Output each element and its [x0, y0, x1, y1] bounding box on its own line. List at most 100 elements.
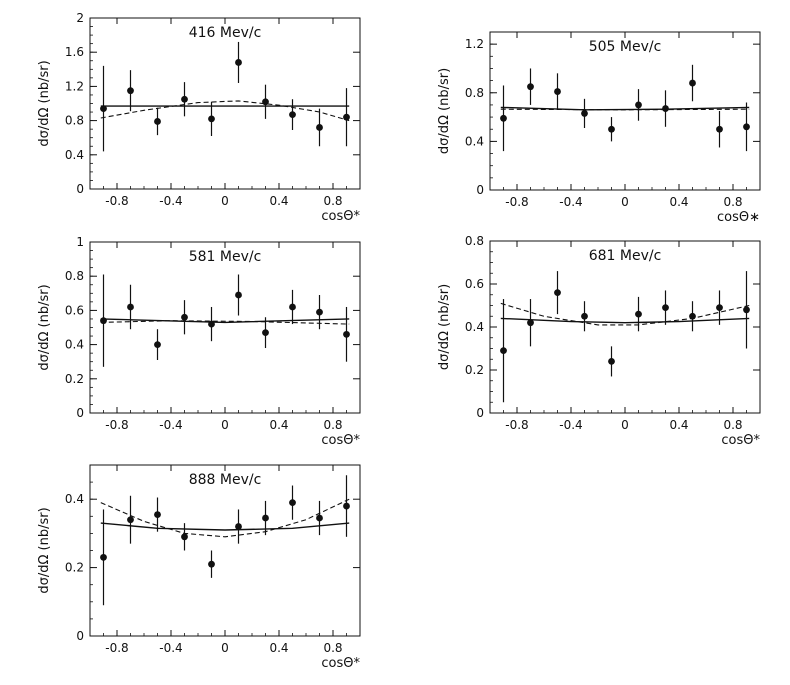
- x-tick-label: 0.4: [269, 641, 288, 655]
- data-point: [343, 113, 350, 121]
- data-point: [154, 118, 161, 125]
- data-point: [235, 291, 242, 299]
- x-tick-label: -0.4: [559, 195, 582, 209]
- y-tick-label: 0.4: [465, 320, 484, 334]
- x-tick-label: 0: [221, 641, 229, 655]
- panel-title: 505 Mev/c: [589, 39, 662, 55]
- y-tick-label: 1: [76, 235, 84, 249]
- data-point: [716, 125, 723, 133]
- x-tick-label: -0.8: [105, 641, 128, 655]
- y-tick-label: 0.8: [65, 269, 84, 283]
- x-tick-label: 0.4: [269, 418, 288, 432]
- y-axis-label: dσ/dΩ (nb/sr): [37, 60, 52, 146]
- x-tick-label: -0.8: [105, 194, 128, 208]
- y-tick-label: 0.6: [465, 277, 484, 291]
- x-axis-label: cosΘ∗: [717, 210, 760, 225]
- panel-4: -0.8 -0.4 0 0.4 0.8 0 0.2 0.4 0.6 0.8 681 Mev/c cos…: [437, 234, 761, 448]
- x-tick-label: 0: [221, 194, 229, 208]
- panel-3: -0.8 -0.4 0 0.4 0.8 0 0.2 0.4 0.6 0.8 1 581 Mev/c co…: [37, 235, 361, 448]
- data-point: [316, 308, 323, 316]
- y-tick-label: 0: [476, 183, 484, 197]
- data-point: [208, 560, 215, 568]
- data-point: [527, 319, 534, 327]
- data-point: [316, 514, 323, 522]
- x-tick-label: -0.8: [505, 418, 528, 432]
- y-tick-label: 0.6: [65, 303, 84, 317]
- y-tick-label: 0.2: [465, 363, 484, 377]
- data-point: [181, 95, 188, 103]
- x-tick-label: 0.8: [323, 418, 342, 432]
- panel-title: 888 Mev/c: [189, 472, 262, 488]
- x-tick-label: 0: [621, 195, 629, 209]
- data-point: [289, 499, 296, 507]
- y-tick-label: 0.8: [465, 86, 484, 100]
- x-tick-label: 0.4: [669, 195, 688, 209]
- data-point: [262, 98, 269, 106]
- data-point: [343, 330, 350, 338]
- y-tick-label: 2: [76, 11, 84, 25]
- data-point: [208, 320, 215, 328]
- y-tick-label: 0: [76, 406, 84, 420]
- y-tick-label: 0.8: [65, 114, 84, 128]
- dashed-fit-curve: [100, 498, 350, 538]
- y-tick-label: 0.8: [465, 234, 484, 248]
- data-point: [743, 306, 750, 314]
- x-tick-label: -0.4: [159, 418, 182, 432]
- panel-1: -0.8 -0.4 0 0.4 0.8 0 0.4 0.8 1.2 1.6 2 416 Mev/c co…: [37, 11, 361, 224]
- x-tick-label: -0.8: [105, 418, 128, 432]
- y-tick-label: 1.2: [465, 37, 484, 51]
- x-tick-label: 0.8: [723, 418, 742, 432]
- data-point: [500, 114, 507, 122]
- y-tick-label: 1.6: [65, 45, 84, 59]
- panel-title: 581 Mev/c: [189, 249, 262, 265]
- solid-fit-curve: [500, 317, 750, 324]
- panel-title: 681 Mev/c: [589, 248, 662, 264]
- data-point: [716, 304, 723, 312]
- data-point: [154, 341, 161, 348]
- data-point: [689, 79, 696, 87]
- data-point: [289, 303, 296, 311]
- panel-5: -0.8 -0.4 0 0.4 0.8 0 0.2 0.4 888 Mev/c cosΘ* dσ/d…: [37, 464, 361, 671]
- data-point: [100, 317, 107, 325]
- data-point: [289, 111, 296, 119]
- x-tick-label: 0.8: [723, 195, 742, 209]
- x-tick-label: -0.4: [159, 194, 182, 208]
- x-tick-label: -0.8: [505, 195, 528, 209]
- data-point: [554, 289, 561, 296]
- dashed-fit-curve: [500, 108, 750, 111]
- data-point: [662, 304, 669, 312]
- data-point: [100, 105, 107, 113]
- data-point: [689, 312, 696, 320]
- data-point: [127, 303, 134, 311]
- x-tick-label: 0: [221, 418, 229, 432]
- data-point: [500, 347, 507, 355]
- data-point: [100, 553, 107, 561]
- data-point: [581, 312, 588, 320]
- y-tick-label: 0.4: [65, 148, 84, 162]
- data-point: [527, 83, 534, 91]
- plot-frame: [89, 464, 361, 637]
- data-point: [235, 523, 242, 530]
- panel-2: -0.8 -0.4 0 0.4 0.8 0 0.4 0.8 1.2 505 Mev/c cosΘ∗ d…: [437, 31, 761, 225]
- panel-title: 416 Mev/c: [189, 25, 262, 41]
- data-point: [635, 101, 642, 109]
- data-point: [208, 115, 215, 123]
- data-point: [262, 514, 269, 522]
- y-axis-label: dσ/dΩ (nb/sr): [437, 68, 452, 154]
- y-tick-label: 0.4: [65, 492, 84, 506]
- data-point: [154, 511, 161, 518]
- x-axis-label: cosΘ*: [721, 433, 760, 448]
- data-point: [581, 110, 588, 117]
- y-axis-label: dσ/dΩ (nb/sr): [37, 507, 52, 593]
- data-point: [343, 502, 350, 510]
- y-tick-label: 0: [476, 406, 484, 420]
- data-point: [181, 533, 188, 541]
- data-point: [554, 88, 561, 95]
- y-tick-label: 0.4: [65, 338, 84, 352]
- x-axis-label: cosΘ*: [321, 209, 360, 224]
- y-tick-label: 0.2: [65, 561, 84, 575]
- x-axis-label: cosΘ*: [321, 433, 360, 448]
- y-tick-label: 0.4: [465, 134, 484, 148]
- dashed-fit-curve: [500, 302, 750, 326]
